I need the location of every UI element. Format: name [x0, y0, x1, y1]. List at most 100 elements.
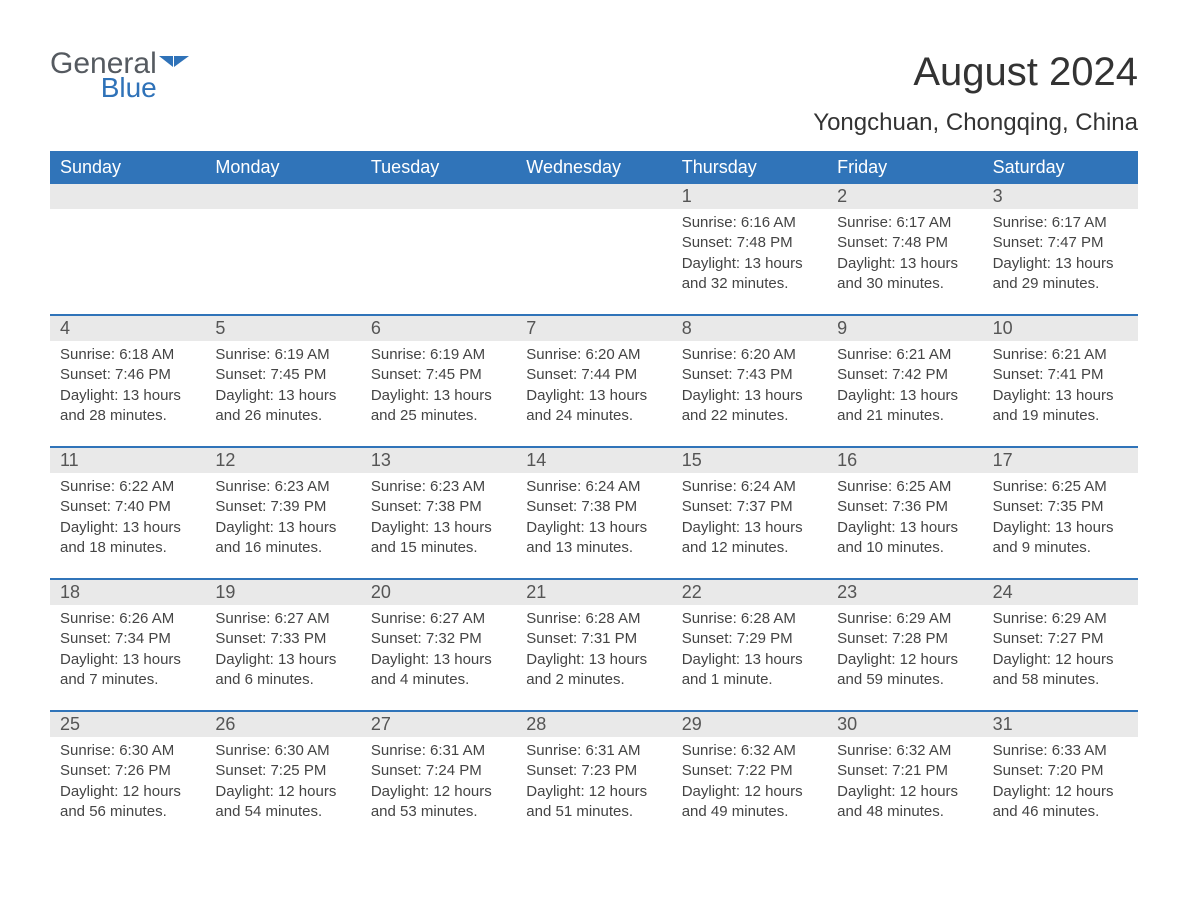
weekday-col: Thursday: [672, 151, 827, 184]
day-number: [516, 184, 671, 209]
day2-text: and 1 minute.: [682, 670, 817, 690]
day-number: 6: [361, 316, 516, 341]
day-body: Sunrise: 6:28 AMSunset: 7:29 PMDaylight:…: [672, 605, 827, 696]
day1-text: Daylight: 13 hours: [526, 650, 661, 670]
sunset-text: Sunset: 7:45 PM: [215, 365, 350, 385]
day-number: 3: [983, 184, 1138, 209]
sunrise-text: Sunrise: 6:25 AM: [837, 477, 972, 497]
flag-icon: [159, 56, 189, 80]
day-body: Sunrise: 6:32 AMSunset: 7:21 PMDaylight:…: [827, 737, 982, 828]
day2-text: and 13 minutes.: [526, 538, 661, 558]
sunset-text: Sunset: 7:34 PM: [60, 629, 195, 649]
day-number: 27: [361, 712, 516, 737]
day-body: Sunrise: 6:23 AMSunset: 7:39 PMDaylight:…: [205, 473, 360, 564]
day-number: 4: [50, 316, 205, 341]
sunset-text: Sunset: 7:38 PM: [371, 497, 506, 517]
calendar: Sunday Monday Tuesday Wednesday Thursday…: [50, 151, 1138, 830]
day-cell: 16Sunrise: 6:25 AMSunset: 7:36 PMDayligh…: [827, 448, 982, 566]
sunrise-text: Sunrise: 6:19 AM: [215, 345, 350, 365]
day-number: 11: [50, 448, 205, 473]
weekday-col: Friday: [827, 151, 982, 184]
day1-text: Daylight: 13 hours: [993, 386, 1128, 406]
day-body: Sunrise: 6:29 AMSunset: 7:28 PMDaylight:…: [827, 605, 982, 696]
day2-text: and 30 minutes.: [837, 274, 972, 294]
weekday-col: Tuesday: [361, 151, 516, 184]
day-body: Sunrise: 6:17 AMSunset: 7:47 PMDaylight:…: [983, 209, 1138, 300]
day-body: Sunrise: 6:17 AMSunset: 7:48 PMDaylight:…: [827, 209, 982, 300]
day-body: Sunrise: 6:21 AMSunset: 7:41 PMDaylight:…: [983, 341, 1138, 432]
day1-text: Daylight: 13 hours: [371, 518, 506, 538]
day-number: 14: [516, 448, 671, 473]
day2-text: and 18 minutes.: [60, 538, 195, 558]
day-body: Sunrise: 6:27 AMSunset: 7:33 PMDaylight:…: [205, 605, 360, 696]
sunset-text: Sunset: 7:21 PM: [837, 761, 972, 781]
day2-text: and 28 minutes.: [60, 406, 195, 426]
day1-text: Daylight: 13 hours: [526, 518, 661, 538]
day-number: [361, 184, 516, 209]
day-cell: 25Sunrise: 6:30 AMSunset: 7:26 PMDayligh…: [50, 712, 205, 830]
sunset-text: Sunset: 7:20 PM: [993, 761, 1128, 781]
week-row: 4Sunrise: 6:18 AMSunset: 7:46 PMDaylight…: [50, 314, 1138, 434]
sunset-text: Sunset: 7:48 PM: [837, 233, 972, 253]
day-number: 28: [516, 712, 671, 737]
sunset-text: Sunset: 7:47 PM: [993, 233, 1128, 253]
day1-text: Daylight: 13 hours: [60, 650, 195, 670]
sunset-text: Sunset: 7:24 PM: [371, 761, 506, 781]
sunrise-text: Sunrise: 6:16 AM: [682, 213, 817, 233]
day-number: 30: [827, 712, 982, 737]
day-body: Sunrise: 6:31 AMSunset: 7:23 PMDaylight:…: [516, 737, 671, 828]
day-body: Sunrise: 6:30 AMSunset: 7:26 PMDaylight:…: [50, 737, 205, 828]
day-cell: 9Sunrise: 6:21 AMSunset: 7:42 PMDaylight…: [827, 316, 982, 434]
sunrise-text: Sunrise: 6:17 AM: [993, 213, 1128, 233]
sunset-text: Sunset: 7:40 PM: [60, 497, 195, 517]
sunset-text: Sunset: 7:31 PM: [526, 629, 661, 649]
day-body: Sunrise: 6:18 AMSunset: 7:46 PMDaylight:…: [50, 341, 205, 432]
day1-text: Daylight: 13 hours: [837, 254, 972, 274]
day-body: Sunrise: 6:23 AMSunset: 7:38 PMDaylight:…: [361, 473, 516, 564]
day2-text: and 15 minutes.: [371, 538, 506, 558]
day-cell: 29Sunrise: 6:32 AMSunset: 7:22 PMDayligh…: [672, 712, 827, 830]
day-cell: 4Sunrise: 6:18 AMSunset: 7:46 PMDaylight…: [50, 316, 205, 434]
weeks-container: 1Sunrise: 6:16 AMSunset: 7:48 PMDaylight…: [50, 184, 1138, 830]
sunrise-text: Sunrise: 6:28 AM: [526, 609, 661, 629]
day-cell: 1Sunrise: 6:16 AMSunset: 7:48 PMDaylight…: [672, 184, 827, 302]
day-body: Sunrise: 6:27 AMSunset: 7:32 PMDaylight:…: [361, 605, 516, 696]
day1-text: Daylight: 13 hours: [371, 650, 506, 670]
sunset-text: Sunset: 7:39 PM: [215, 497, 350, 517]
day2-text: and 32 minutes.: [682, 274, 817, 294]
sunrise-text: Sunrise: 6:33 AM: [993, 741, 1128, 761]
day1-text: Daylight: 13 hours: [993, 254, 1128, 274]
day-cell: 8Sunrise: 6:20 AMSunset: 7:43 PMDaylight…: [672, 316, 827, 434]
day1-text: Daylight: 13 hours: [60, 386, 195, 406]
day-cell: 6Sunrise: 6:19 AMSunset: 7:45 PMDaylight…: [361, 316, 516, 434]
location-subtitle: Yongchuan, Chongqing, China: [50, 109, 1138, 137]
day1-text: Daylight: 13 hours: [682, 650, 817, 670]
day2-text: and 2 minutes.: [526, 670, 661, 690]
sunset-text: Sunset: 7:26 PM: [60, 761, 195, 781]
logo-word-blue: Blue: [101, 75, 157, 102]
day2-text: and 29 minutes.: [993, 274, 1128, 294]
day2-text: and 4 minutes.: [371, 670, 506, 690]
day-cell: 13Sunrise: 6:23 AMSunset: 7:38 PMDayligh…: [361, 448, 516, 566]
day-body: Sunrise: 6:24 AMSunset: 7:37 PMDaylight:…: [672, 473, 827, 564]
day-cell: 17Sunrise: 6:25 AMSunset: 7:35 PMDayligh…: [983, 448, 1138, 566]
day2-text: and 54 minutes.: [215, 802, 350, 822]
day-number: 7: [516, 316, 671, 341]
sunrise-text: Sunrise: 6:20 AM: [526, 345, 661, 365]
day-body: Sunrise: 6:26 AMSunset: 7:34 PMDaylight:…: [50, 605, 205, 696]
day-cell: 28Sunrise: 6:31 AMSunset: 7:23 PMDayligh…: [516, 712, 671, 830]
day-cell: 31Sunrise: 6:33 AMSunset: 7:20 PMDayligh…: [983, 712, 1138, 830]
day1-text: Daylight: 12 hours: [993, 782, 1128, 802]
day2-text: and 53 minutes.: [371, 802, 506, 822]
day1-text: Daylight: 13 hours: [215, 518, 350, 538]
sunset-text: Sunset: 7:41 PM: [993, 365, 1128, 385]
sunset-text: Sunset: 7:38 PM: [526, 497, 661, 517]
sunrise-text: Sunrise: 6:24 AM: [526, 477, 661, 497]
sunrise-text: Sunrise: 6:30 AM: [60, 741, 195, 761]
day2-text: and 24 minutes.: [526, 406, 661, 426]
day2-text: and 49 minutes.: [682, 802, 817, 822]
weekday-col: Sunday: [50, 151, 205, 184]
day-cell: 27Sunrise: 6:31 AMSunset: 7:24 PMDayligh…: [361, 712, 516, 830]
sunset-text: Sunset: 7:46 PM: [60, 365, 195, 385]
day1-text: Daylight: 12 hours: [993, 650, 1128, 670]
